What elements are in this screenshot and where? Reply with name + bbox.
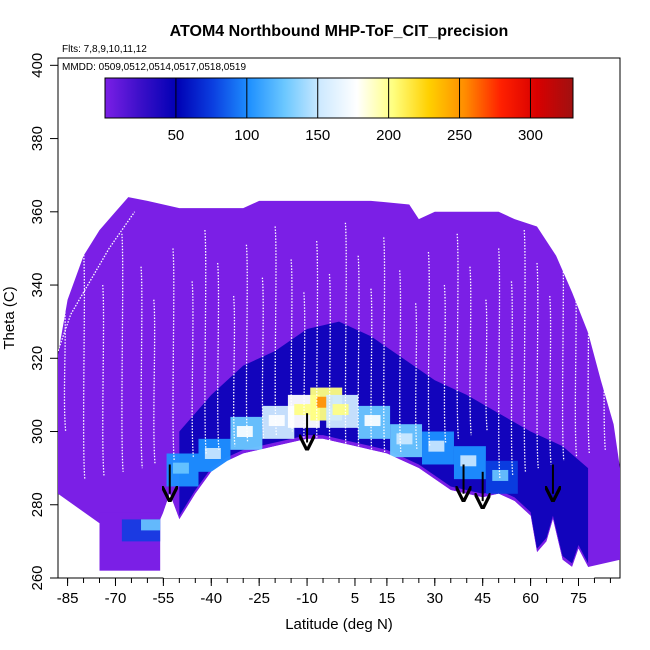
trace-line: [245, 244, 249, 443]
trace-line: [274, 226, 278, 436]
trace-line: [536, 263, 539, 469]
x-tick-label: -85: [57, 590, 79, 607]
trace-line: [485, 299, 488, 432]
x-tick-label: -25: [248, 590, 270, 607]
trace-line: [357, 255, 361, 465]
y-tick-label: 380: [29, 126, 46, 151]
trace-line: [574, 277, 578, 458]
trace-line: [414, 303, 418, 450]
heatmap-cell-core: [396, 433, 413, 445]
trace-line: [370, 288, 373, 461]
trace-line: [469, 266, 472, 436]
x-tick-label: 15: [379, 590, 396, 607]
trace-line: [549, 295, 552, 465]
x-tick-label: 60: [522, 590, 539, 607]
y-tick-label: 300: [29, 419, 46, 444]
no-data-region: [163, 438, 595, 578]
trace-line: [290, 259, 294, 432]
heatmap-cell-core: [460, 455, 477, 467]
heatmap-cell-core: [236, 426, 253, 438]
x-axis-label: Latitude (deg N): [285, 616, 393, 633]
colorbar-tick-label: 200: [376, 127, 401, 144]
y-tick-label: 360: [29, 199, 46, 224]
trace-line: [153, 299, 156, 465]
colorbar-tick-label: 100: [234, 127, 259, 144]
heatmap-cell: [141, 519, 161, 531]
heatmap-cell-core: [268, 415, 285, 427]
heatmap-cell-core: [492, 469, 509, 481]
x-axis: -85 -70 -55 -40 -25 -10 5 15 30 45 60 75: [57, 578, 611, 607]
trace-line: [261, 277, 265, 439]
x-tick-label: 75: [570, 590, 587, 607]
trace-line: [328, 273, 332, 472]
y-axis: 260 280 300 320 340 360 380 400: [29, 53, 58, 591]
arrow-markers: [170, 413, 553, 501]
trace-line: [82, 252, 86, 480]
x-tick-label: 5: [351, 590, 359, 607]
flights-label: Flts: 7,8,9,10,11,12: [62, 44, 147, 55]
y-tick-label: 340: [29, 273, 46, 298]
trace-line: [561, 244, 565, 461]
x-tick-label: -10: [296, 590, 318, 607]
x-tick-label: -40: [200, 590, 222, 607]
trace-line: [344, 222, 348, 469]
heatmap-cell-core: [316, 396, 333, 408]
x-tick-label: 45: [474, 590, 491, 607]
colorbar-tick-label: 150: [305, 127, 330, 144]
colorbar-gradient: [104, 77, 574, 119]
colorbar-tick-label: 250: [447, 127, 472, 144]
trace-line: [303, 292, 306, 480]
trace-line: [172, 248, 175, 461]
trace-line: [316, 241, 319, 476]
chart-title: ATOM4 Northbound MHP-ToF_CIT_precision: [170, 23, 509, 40]
x-tick-label: 30: [426, 590, 443, 607]
trace-line: [510, 281, 514, 476]
heatmap-cell-core: [204, 448, 221, 459]
y-axis-label: Theta (C): [1, 286, 18, 349]
heatmap-cell-core: [428, 440, 445, 452]
trace-line: [232, 295, 236, 447]
heatmap-cell-core: [172, 462, 189, 474]
colorbar-tick-label: 50: [168, 127, 185, 144]
trace-line: [587, 226, 590, 454]
heatmap-cell-core: [332, 404, 349, 416]
plot-area: [57, 57, 621, 579]
tropopause-traces: [58, 211, 606, 480]
trace-line: [140, 266, 143, 469]
trace-line: [217, 263, 220, 450]
x-tick-label: -70: [105, 590, 127, 607]
heatmap-cell-core: [294, 404, 311, 416]
trace-line: [427, 252, 431, 447]
trace-line: [383, 237, 386, 458]
trace-line: [498, 248, 501, 480]
trace-line: [204, 230, 207, 454]
y-tick-label: 260: [29, 565, 46, 590]
colorbar-tick-label: 300: [518, 127, 543, 144]
heatmap-cell-core: [364, 415, 381, 427]
colorbar: 50 100 150 200 250 300: [104, 77, 574, 144]
trace-line: [63, 303, 67, 432]
heatmap-layer: [58, 197, 620, 578]
y-tick-label: 280: [29, 492, 46, 517]
trace-line: [456, 233, 460, 439]
dates-label: MMDD: 0509,0512,0514,0517,0518,0519: [62, 62, 246, 73]
trace-line: [443, 284, 447, 443]
y-tick-label: 400: [29, 53, 46, 78]
x-tick-label: -55: [153, 590, 175, 607]
trace-line: [523, 230, 527, 472]
y-tick-label: 320: [29, 346, 46, 371]
trace-line: [191, 281, 195, 458]
